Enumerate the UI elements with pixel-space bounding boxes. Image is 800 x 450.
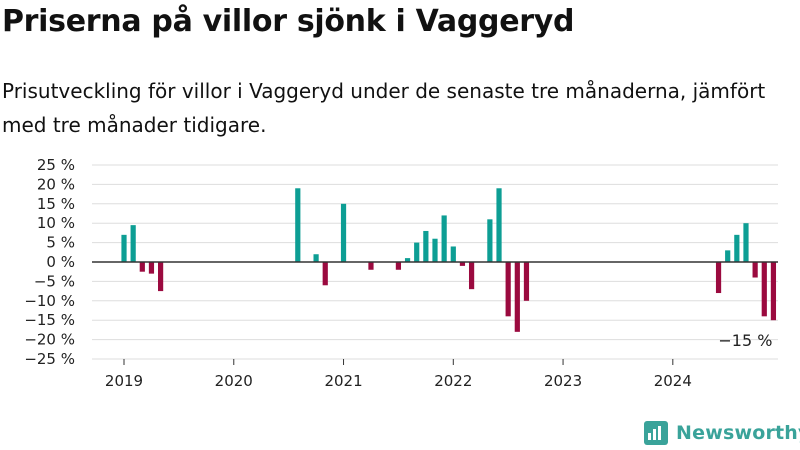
bar: [505, 262, 511, 317]
x-tick-label: 2020: [215, 372, 253, 390]
bar: [414, 242, 420, 262]
y-tick-label: 25 %: [37, 156, 75, 174]
y-tick-label: −10 %: [24, 292, 75, 310]
bar: [523, 262, 530, 301]
bar: [395, 262, 402, 270]
x-tick-label: 2019: [105, 372, 143, 390]
chart-subtitle: Prisutveckling för villor i Vaggeryd und…: [2, 79, 766, 137]
x-tick-label: 2022: [434, 372, 472, 390]
newsworthy-logo-icon: [644, 421, 668, 445]
y-tick-label: 10 %: [37, 214, 75, 232]
y-tick-label: 0 %: [46, 253, 75, 271]
y-tick-label: −5 %: [34, 272, 75, 290]
bar: [404, 258, 411, 262]
bar: [761, 262, 767, 317]
bar: [743, 223, 749, 262]
bar: [496, 188, 502, 262]
y-axis: 25 %20 % 15 %10 % 5 %0 %−5 % −10 %−15 % −20 …: [24, 156, 75, 368]
bar: [340, 203, 347, 262]
x-tick-label: 2024: [654, 372, 692, 390]
bar: [368, 262, 374, 270]
x-tick-label: 2021: [324, 372, 362, 390]
y-tick-label: 20 %: [37, 175, 75, 193]
y-tick-label: −20 %: [24, 331, 75, 349]
bar: [752, 262, 758, 278]
bar: [295, 188, 301, 262]
x-tick-label: 2023: [544, 372, 582, 390]
annotations: −15 %: [718, 331, 772, 350]
bar: [432, 238, 438, 262]
bar: [322, 262, 328, 286]
y-tick-label: 5 %: [46, 234, 75, 252]
bar: [158, 262, 164, 292]
brand-name: Newsworthy: [676, 422, 800, 444]
bar: [715, 262, 722, 294]
bar: [770, 262, 777, 321]
bar: [725, 250, 731, 262]
bar: [313, 254, 319, 262]
bar: [450, 246, 456, 262]
brand-logo: Newsworthy: [644, 419, 800, 447]
chart-title: Priserna på villor sjönk i Vaggeryd: [2, 4, 575, 39]
y-tick-label: 15 %: [37, 195, 75, 213]
bar: [487, 219, 493, 262]
bar: [734, 234, 740, 262]
bar: [121, 234, 127, 262]
y-tick-label: −15 %: [24, 311, 75, 329]
bar: [130, 225, 136, 262]
bar: [139, 262, 145, 272]
bar: [459, 262, 466, 266]
bar: [514, 262, 520, 332]
y-tick-label: −25 %: [24, 350, 75, 368]
bar: [148, 262, 155, 274]
bar: [423, 230, 429, 262]
latest-value-label: −15 %: [718, 331, 772, 350]
bars: [121, 188, 777, 332]
bar: [468, 262, 475, 290]
bar: [441, 215, 447, 262]
x-axis: 2019 2020 2021 2022 2023 2024: [105, 359, 692, 390]
